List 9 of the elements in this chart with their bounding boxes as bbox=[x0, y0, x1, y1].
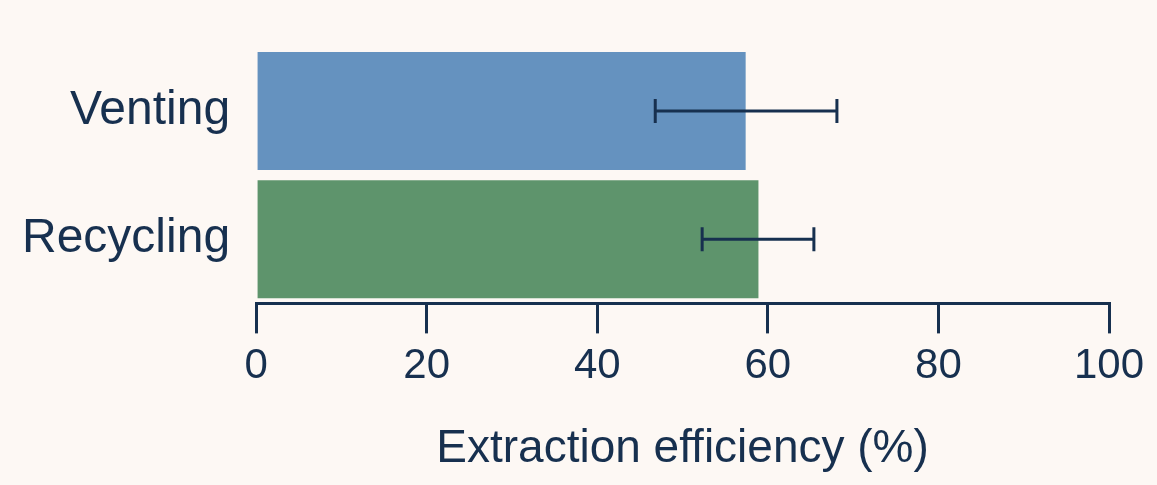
x-axis-title: Extraction efficiency (%) bbox=[436, 420, 929, 473]
x-tick-label: 40 bbox=[573, 340, 621, 388]
x-tick-label: 0 bbox=[244, 340, 268, 388]
x-tick-label: 60 bbox=[744, 340, 792, 388]
y-tick-label: Venting bbox=[69, 81, 231, 135]
x-tick-label: 20 bbox=[403, 340, 451, 388]
x-tick-label: 80 bbox=[915, 340, 962, 388]
y-tick-label: Recycling bbox=[22, 209, 231, 263]
x-tick-label: 100 bbox=[1073, 340, 1145, 388]
